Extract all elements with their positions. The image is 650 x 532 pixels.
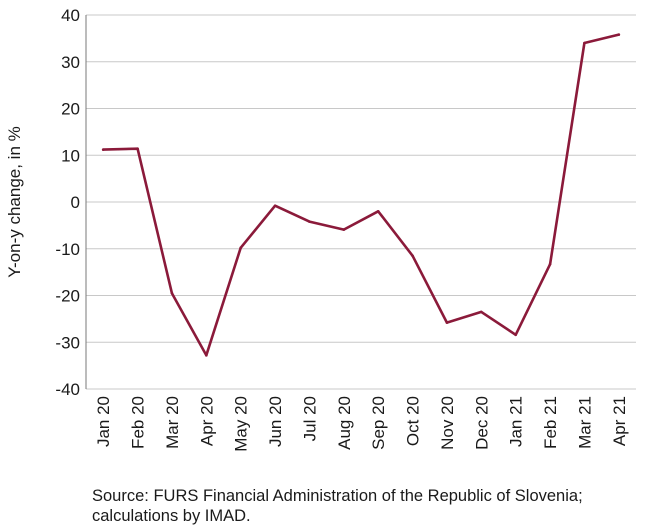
- data-point: [480, 310, 483, 314]
- x-tick-label: Nov 20: [438, 396, 457, 450]
- y-tick-label: 0: [71, 193, 80, 212]
- data-point: [376, 210, 380, 213]
- data-point: [411, 254, 414, 258]
- x-tick-label: Jun 20: [266, 396, 285, 447]
- y-tick-label: -40: [55, 380, 80, 399]
- data-point: [239, 246, 242, 250]
- data-point: [136, 147, 139, 151]
- data-point: [273, 204, 277, 208]
- data-point: [170, 291, 174, 295]
- data-point: [342, 228, 346, 231]
- y-tick-label: 30: [61, 53, 80, 72]
- x-tick-label: Jan 21: [507, 396, 526, 447]
- gridlines: [86, 14, 636, 390]
- x-tick-label: Aug 20: [335, 396, 354, 450]
- data-point: [101, 148, 105, 151]
- x-tick-label: Oct 20: [404, 396, 423, 446]
- x-axis: Jan 20 Feb 20 Mar 20 Apr 20 May 20 Jun 20 Jul …: [94, 396, 629, 452]
- data-point: [548, 262, 552, 266]
- y-tick-label: -20: [55, 287, 80, 306]
- x-tick-label: Jan 20: [94, 396, 113, 447]
- y-tick-label: 40: [61, 6, 80, 25]
- x-tick-label: Sep 20: [369, 396, 388, 450]
- y-tick-label: 10: [61, 146, 80, 165]
- data-point: [205, 354, 208, 357]
- x-tick-label: Mar 20: [163, 396, 182, 449]
- y-tick-label: 20: [61, 100, 80, 119]
- data-point: [308, 220, 311, 223]
- x-tick-label: Apr 20: [197, 396, 216, 446]
- x-tick-label: May 20: [232, 396, 251, 452]
- line-chart: 40 30 20 10 0 -10 -20 -30 -40 Jan 20 Feb 20 Mar 20…: [5, 6, 636, 452]
- data-point: [617, 33, 621, 36]
- y-axis: 40 30 20 10 0 -10 -20 -30 -40: [55, 6, 80, 399]
- x-tick-label: Mar 21: [575, 396, 594, 449]
- data-point: [445, 321, 449, 324]
- x-tick-label: Feb 21: [541, 396, 560, 449]
- data-point: [514, 333, 517, 337]
- y-axis-title: Y-on-y change, in %: [5, 126, 24, 278]
- series-group: [101, 33, 621, 357]
- x-tick-label: Jul 20: [300, 396, 319, 441]
- y-tick-label: -30: [55, 333, 80, 352]
- data-point: [583, 41, 586, 45]
- y-tick-label: -10: [55, 240, 80, 259]
- x-tick-label: Feb 20: [129, 396, 148, 449]
- x-tick-label: Apr 21: [610, 396, 629, 446]
- source-note: Source: FURS Financial Administration of…: [92, 487, 583, 525]
- series-line-0: [101, 33, 621, 357]
- x-tick-label: Dec 20: [472, 396, 491, 450]
